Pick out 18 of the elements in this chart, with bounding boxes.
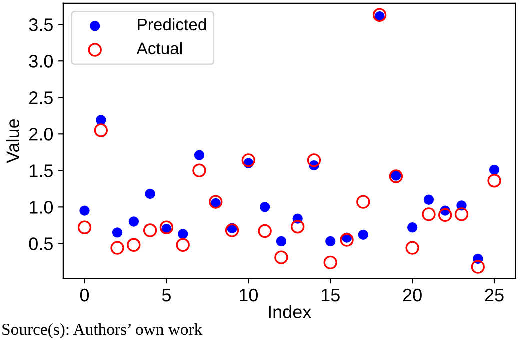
y-tick-label: 1.5 (30, 164, 53, 178)
y-tick-label: 0.5 (29, 238, 53, 250)
x-tick-label: 5 (162, 289, 171, 302)
y-tick-label: 2.0 (30, 128, 54, 141)
y-tick-label: 2.5 (30, 92, 53, 104)
x-tick-label: 20 (403, 288, 422, 302)
y-axis-title: Value (6, 119, 20, 164)
source-note: Source(s): Authors’ own work (2, 323, 203, 339)
legend-label: Predicted (138, 18, 206, 31)
x-tick-label: 25 (485, 288, 504, 302)
y-tick-label: 1.0 (30, 201, 54, 214)
legend-label: Actual (136, 42, 182, 55)
x-tick-label: 10 (240, 288, 258, 302)
y-tick-label: 3.0 (29, 55, 54, 68)
y-tick-label: 3.5 (29, 18, 53, 32)
x-tick-label: 15 (322, 289, 340, 302)
x-axis-title: Index (269, 305, 312, 319)
x-tick-label: 0 (80, 288, 90, 302)
